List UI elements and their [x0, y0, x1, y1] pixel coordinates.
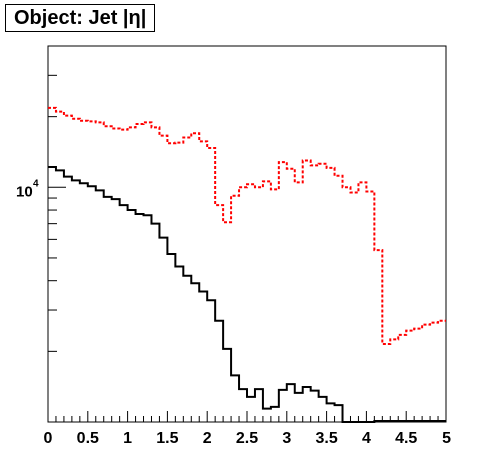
- x-axis: 0 0.5 1 1.5 2 2.5 3 3.5 4 4.5 5: [44, 411, 451, 447]
- x-tick-label: 2.5: [236, 430, 258, 447]
- x-tick-label: 2: [203, 430, 212, 447]
- x-tick-label: 0: [44, 430, 53, 447]
- y-tick-label-exponent: 4: [33, 178, 39, 189]
- y-axis: 10 4: [16, 45, 66, 423]
- x-tick-label: 4: [362, 430, 371, 447]
- plot-frame: [47, 45, 447, 423]
- x-tick-label: 4.5: [395, 430, 417, 447]
- y-tick-label-base: 10: [16, 183, 33, 200]
- chart-title-box: Object: Jet |η|: [5, 4, 156, 32]
- x-tick-label: 1.5: [156, 430, 178, 447]
- chart-title: Object: Jet |η|: [14, 6, 147, 29]
- x-tick-label: 0.5: [77, 430, 99, 447]
- series-line-1: [48, 166, 446, 423]
- x-tick-label: 5: [442, 430, 451, 447]
- x-tick-label: 3.5: [315, 430, 337, 447]
- x-tick-label: 3: [282, 430, 291, 447]
- series-line-2: [48, 106, 446, 345]
- series-layer: [48, 106, 446, 423]
- x-tick-label: 1: [123, 430, 132, 447]
